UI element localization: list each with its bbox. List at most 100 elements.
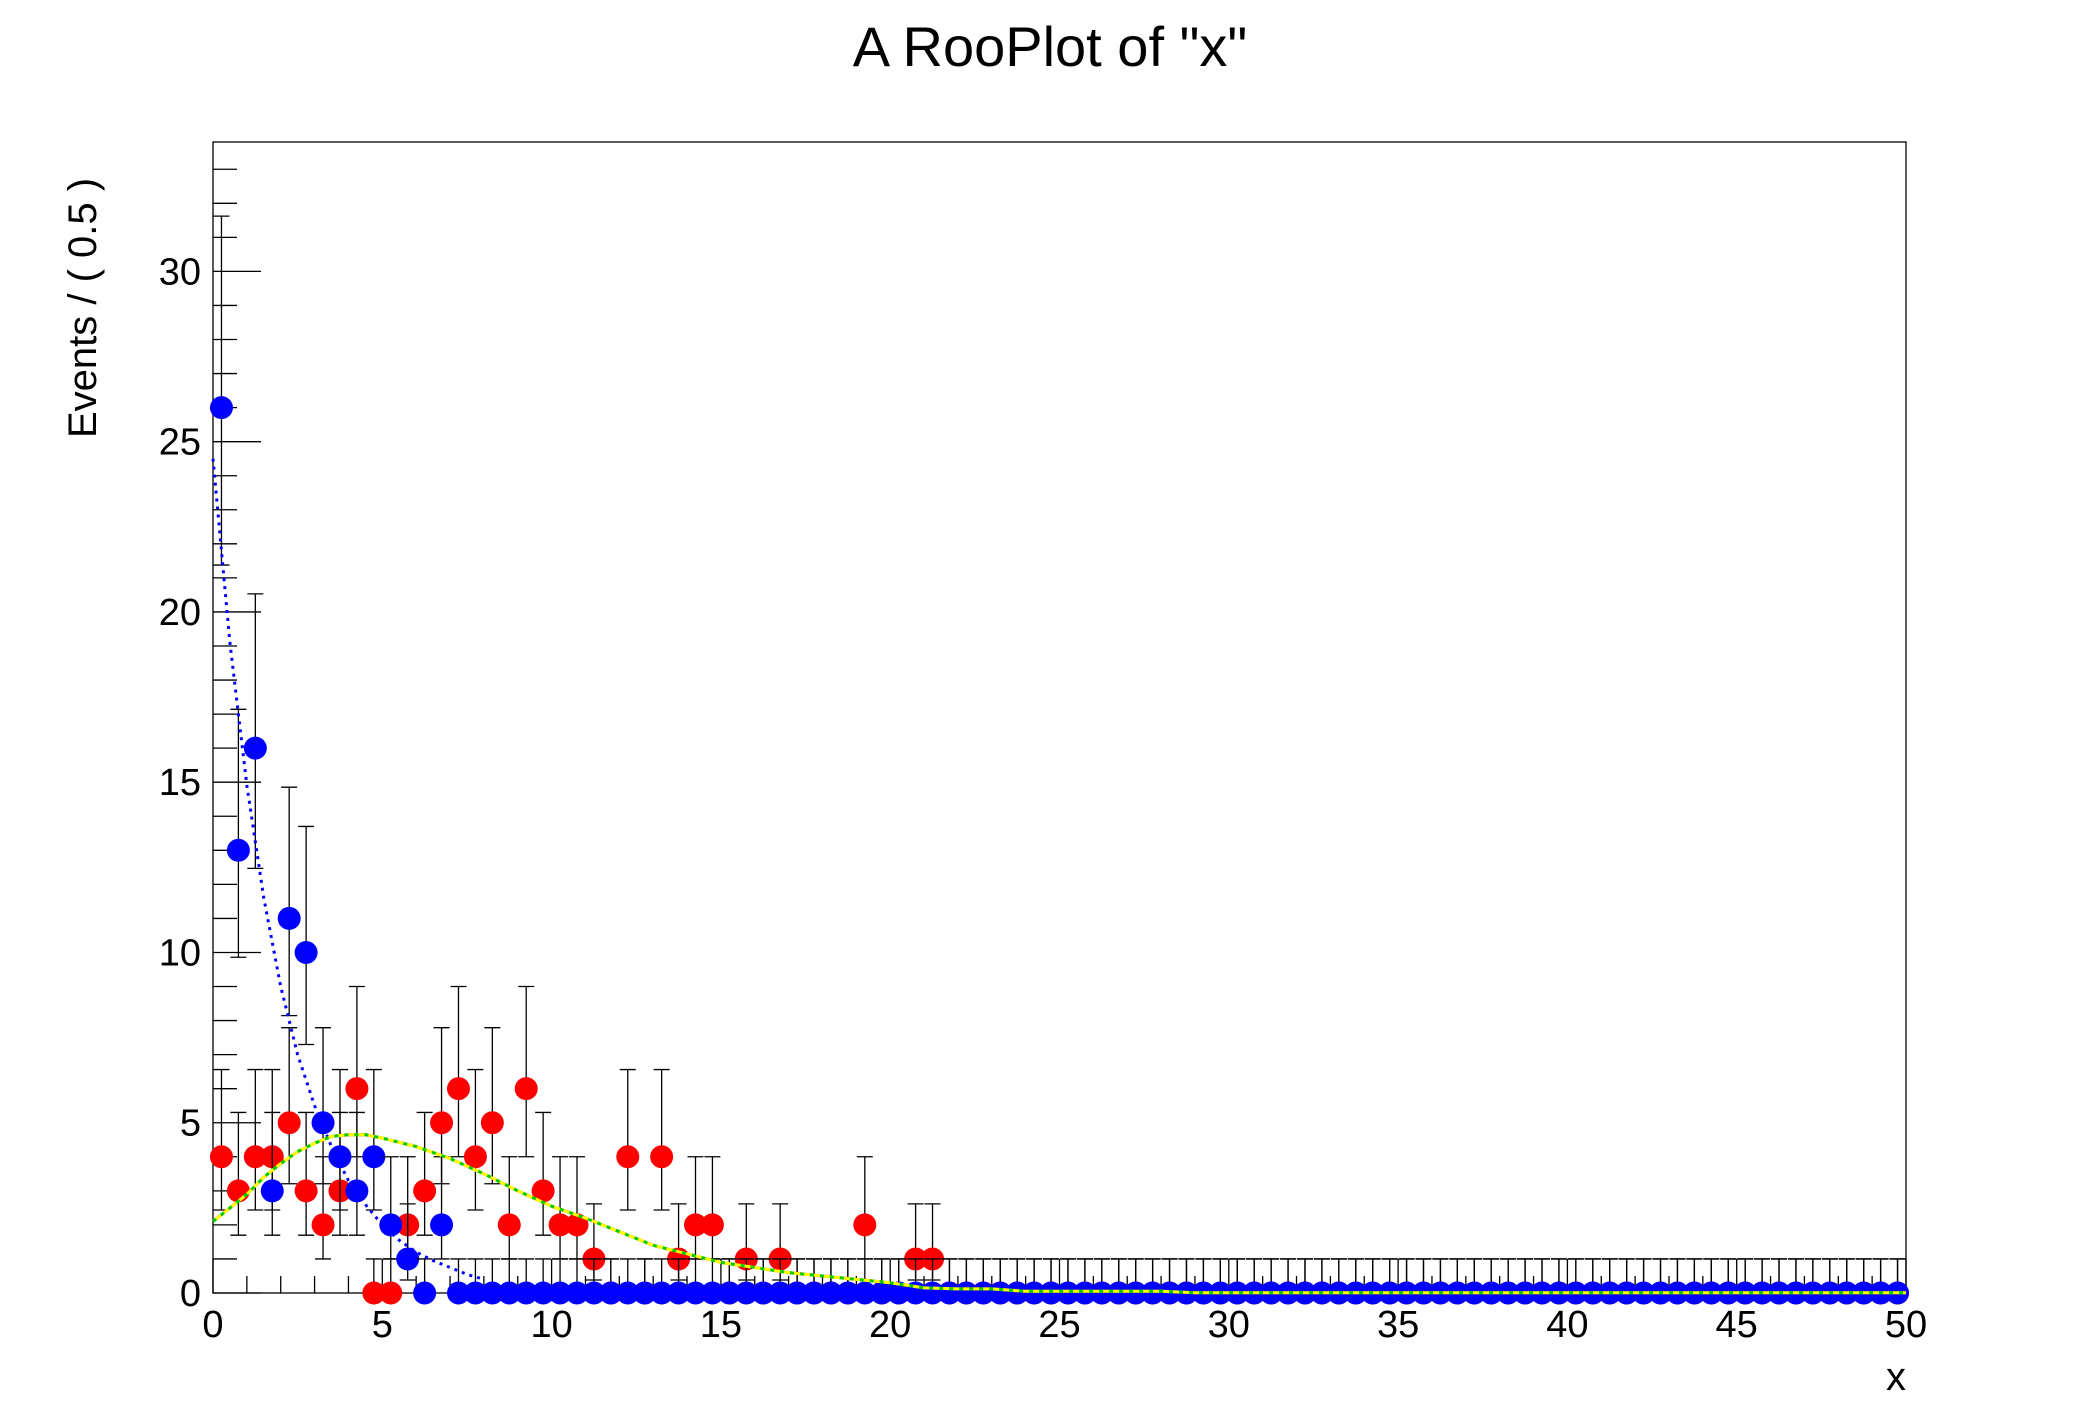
x-tick-label: 0 [202, 1304, 223, 1346]
blue-data-point [853, 1281, 877, 1305]
blue-data-point [514, 1281, 538, 1305]
blue-data-point [887, 1281, 911, 1305]
red-data-point [514, 1077, 538, 1101]
red-data-point [430, 1111, 454, 1135]
red-data-point [480, 1111, 504, 1135]
blue-data-point [1005, 1281, 1029, 1305]
red-data-point [700, 1213, 724, 1237]
red-data-point [413, 1179, 437, 1203]
red-data-point [446, 1077, 470, 1101]
y-tick-label: 0 [180, 1273, 201, 1315]
blue-data-point [379, 1213, 403, 1237]
blue-data-point [413, 1281, 437, 1305]
blue-data-point [717, 1281, 741, 1305]
green-dashed-curve [212, 1133, 1906, 1295]
red-data-point [548, 1213, 572, 1237]
blue-dotted-curve [211, 458, 485, 1281]
red-data-point [497, 1213, 521, 1237]
red-data-point [379, 1281, 403, 1305]
blue-data-point [954, 1281, 978, 1305]
x-tick-label: 25 [1038, 1304, 1080, 1346]
blue-data-point [311, 1111, 335, 1135]
blue-data-point [1124, 1281, 1148, 1305]
blue-data-point [633, 1281, 657, 1305]
blue-data-point [294, 940, 318, 964]
red-data-point [226, 1179, 250, 1203]
blue-data-point [582, 1281, 606, 1305]
x-tick-label: 45 [1716, 1304, 1758, 1346]
blue-data-point [599, 1281, 623, 1305]
x-tick-label: 10 [530, 1304, 572, 1346]
blue-data-point [345, 1179, 369, 1203]
plot-frame [212, 141, 1907, 1294]
blue-data-point [1039, 1281, 1063, 1305]
blue-data-point [684, 1281, 708, 1305]
blue-data-point [988, 1281, 1012, 1305]
red-data-point [294, 1179, 318, 1203]
red-data-point [650, 1145, 674, 1169]
x-tick-label: 40 [1546, 1304, 1588, 1346]
red-data-point [531, 1179, 555, 1203]
blue-data-point [768, 1281, 792, 1305]
x-tick-label: 20 [869, 1304, 911, 1346]
blue-data-point [531, 1281, 555, 1305]
blue-data-point [1073, 1281, 1097, 1305]
blue-data-point [1107, 1281, 1131, 1305]
red-data-point [311, 1213, 335, 1237]
blue-data-point [243, 736, 267, 760]
blue-data-point [565, 1281, 589, 1305]
red-data-point [853, 1213, 877, 1237]
blue-data-point [734, 1281, 758, 1305]
red-data-point [209, 1145, 233, 1169]
blue-data-point [548, 1281, 572, 1305]
x-tick-label: 35 [1377, 1304, 1419, 1346]
blue-data-point [277, 906, 301, 930]
blue-data-point [1056, 1281, 1080, 1305]
axes: 0 5 10 15 20 25 30 35 40 45 50 0 5 10 15 20 25 30 [159, 141, 1927, 1346]
blue-data-point [209, 396, 233, 420]
x-tick-label: 15 [700, 1304, 742, 1346]
blue-data-point [1141, 1281, 1165, 1305]
blue-data-point [971, 1281, 995, 1305]
y-tick-label: 15 [159, 762, 201, 804]
blue-data-point [751, 1281, 775, 1305]
blue-data-point [1090, 1281, 1114, 1305]
y-tick-label: 25 [159, 422, 201, 464]
x-tick-label: 50 [1885, 1304, 1927, 1346]
blue-data-point [616, 1281, 640, 1305]
blue-data-point [1022, 1281, 1046, 1305]
y-tick-label: 10 [159, 932, 201, 974]
red-data-point [345, 1077, 369, 1101]
x-tick-label: 30 [1208, 1304, 1250, 1346]
blue-data-point [362, 1145, 386, 1169]
blue-data-point [430, 1213, 454, 1237]
blue-data-point [667, 1281, 691, 1305]
chart-title: A RooPlot of "x" [853, 15, 1248, 78]
y-tick-label: 5 [180, 1103, 201, 1145]
blue-data-point [700, 1281, 724, 1305]
blue-data-point [463, 1281, 487, 1305]
red-data-point [616, 1145, 640, 1169]
blue-data-point [819, 1281, 843, 1305]
blue-data-point [260, 1179, 284, 1203]
blue-data-point [396, 1247, 420, 1271]
blue-data-point [785, 1281, 809, 1305]
red-data-point [277, 1111, 301, 1135]
blue-data-point [480, 1281, 504, 1305]
blue-data-point [836, 1281, 860, 1305]
blue-data-point [226, 838, 250, 862]
blue-data-point [802, 1281, 826, 1305]
y-axis-label: Events / ( 0.5 ) [61, 178, 105, 438]
blue-data-point [497, 1281, 521, 1305]
red-data-point [362, 1281, 386, 1305]
blue-data-point [446, 1281, 470, 1305]
red-data-point [565, 1213, 589, 1237]
red-data-point [243, 1145, 267, 1169]
red-data-point [463, 1145, 487, 1169]
blue-data-point [870, 1281, 894, 1305]
red-data-point [684, 1213, 708, 1237]
blue-data-point [650, 1281, 674, 1305]
data-marks [209, 215, 1910, 1305]
y-tick-label: 30 [159, 251, 201, 293]
